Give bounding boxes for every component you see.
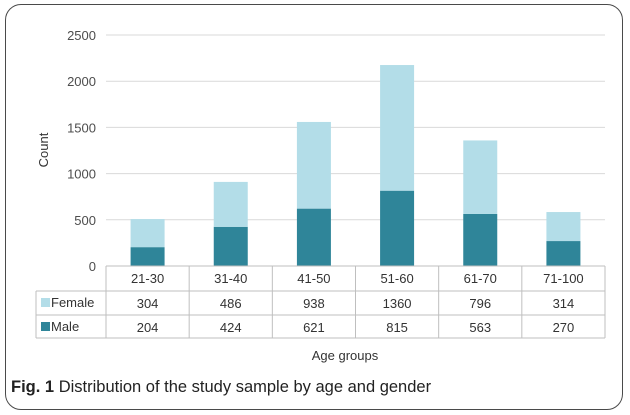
y-tick-label: 1500 [67,120,96,135]
x-axis-title: Age groups [312,348,379,363]
figure-caption: Fig. 1 Distribution of the study sample … [11,378,431,397]
bar-male-21-30 [130,247,165,266]
legend-swatch-male [41,322,50,331]
legend-swatch-female [41,298,50,307]
data-label-female: 938 [303,296,325,311]
bar-female-41-50 [296,121,331,209]
bars [130,65,581,266]
gridlines [106,34,605,221]
data-label-male: 621 [303,320,325,335]
data-label-male: 204 [137,320,159,335]
data-label-male: 270 [553,320,575,335]
legend-label-male: Male [51,319,79,334]
y-tick-label: 1000 [67,167,96,182]
data-label-male: 563 [469,320,491,335]
data-table: 21-30 31-40 41-50 51-60 61-70 71-100 Female 304… [35,265,606,339]
y-axis-title: Count [36,132,51,167]
data-label-female: 796 [469,296,491,311]
data-label-female: 304 [137,296,159,311]
y-tick-label: 500 [74,213,96,228]
data-label-male: 424 [220,320,242,335]
y-axis-ticks: 0 500 1000 1500 2000 2500 [67,28,96,274]
bar-male-31-40 [213,226,248,266]
bar-male-51-60 [380,190,415,266]
legend-label-female: Female [51,295,94,310]
stacked-bar-chart: 0 500 1000 1500 2000 2500 Count 21-30 31-40 41-… [35,28,606,363]
data-label-female: 486 [220,296,242,311]
x-tick-label: 71-100 [543,271,583,286]
x-tick-label: 21-30 [131,271,164,286]
bar-female-51-60 [380,65,415,191]
figure-caption-text: Distribution of the study sample by age … [58,378,432,396]
bar-female-61-70 [463,140,498,214]
x-tick-label: 41-50 [297,271,330,286]
bar-female-31-40 [213,181,248,227]
bar-male-71-100 [546,241,581,266]
x-tick-label: 61-70 [464,271,497,286]
x-tick-label: 31-40 [214,271,247,286]
data-label-female: 314 [553,296,575,311]
data-label-female: 1360 [383,296,412,311]
y-tick-label: 0 [89,259,96,274]
bar-female-21-30 [130,219,165,248]
bar-male-61-70 [463,213,498,266]
bar-female-71-100 [546,212,581,242]
x-tick-label: 51-60 [380,271,413,286]
figure-label: Fig. 1 [11,378,55,396]
y-tick-label: 2000 [67,74,96,89]
figure-frame [5,4,623,410]
bar-male-41-50 [296,208,331,266]
y-tick-label: 2500 [67,28,96,43]
data-label-male: 815 [386,320,408,335]
